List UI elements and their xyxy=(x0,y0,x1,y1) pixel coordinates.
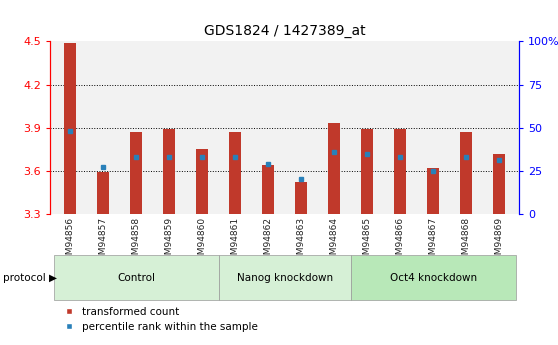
Bar xyxy=(395,129,406,214)
Bar xyxy=(163,129,175,214)
Title: GDS1824 / 1427389_at: GDS1824 / 1427389_at xyxy=(204,23,365,38)
Text: Nanog knockdown: Nanog knockdown xyxy=(237,273,333,283)
Legend: transformed count, percentile rank within the sample: transformed count, percentile rank withi… xyxy=(61,303,262,336)
Bar xyxy=(350,255,516,300)
Bar xyxy=(295,182,307,214)
Bar xyxy=(97,172,109,214)
Bar xyxy=(328,123,340,214)
Bar xyxy=(460,132,472,214)
Bar xyxy=(229,132,241,214)
Bar xyxy=(64,43,76,214)
Text: Control: Control xyxy=(117,273,155,283)
Text: Oct4 knockdown: Oct4 knockdown xyxy=(389,273,477,283)
Bar xyxy=(362,129,373,214)
Bar xyxy=(54,255,219,300)
Bar xyxy=(196,149,208,214)
Bar xyxy=(493,154,505,214)
Bar xyxy=(262,165,274,214)
Bar xyxy=(130,132,142,214)
Text: protocol ▶: protocol ▶ xyxy=(3,273,57,283)
Bar xyxy=(219,255,350,300)
Bar xyxy=(427,168,439,214)
